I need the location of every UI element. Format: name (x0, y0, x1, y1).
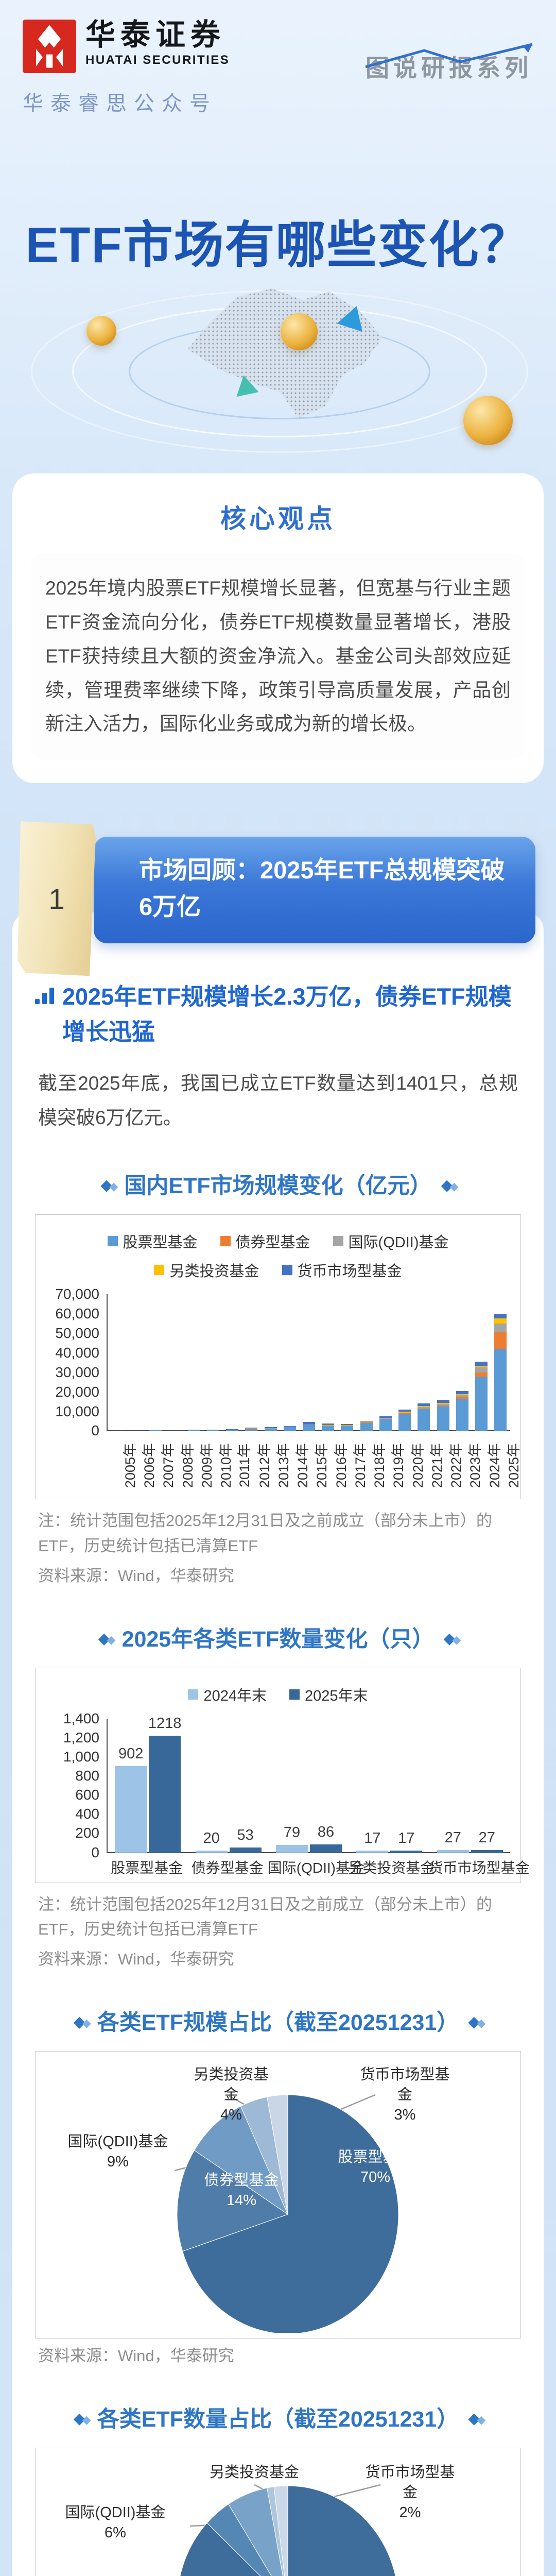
legend-item: 2025年末 (289, 1684, 368, 1705)
chart-title: ◆◆ 各类ETF规模占比（截至20251231） ◆◆ (73, 2010, 485, 2035)
brand: 华泰证券 HUATAI SECURITIES (23, 18, 533, 73)
brand-name-en: HUATAI SECURITIES (85, 53, 230, 67)
section-title-bar: 市场回顾：2025年ETF总规模突破6万亿 (94, 837, 535, 944)
legend-item: 国际(QDII)基金 (333, 1230, 448, 1252)
gold-coin-icon (281, 313, 318, 350)
diamond-ornament-icon: ◆◆ (468, 2013, 485, 2030)
pie-label: 国际(QDII)基金 9% (67, 2133, 168, 2170)
pie-label: 股票型基金 70% (338, 2148, 413, 2185)
legend-swatch-icon (107, 1236, 118, 1247)
legend-swatch-icon (154, 1265, 165, 1276)
chart-source: 资料来源：Wind，华泰研究 (38, 1566, 234, 1585)
brand-name-cn: 华泰证券 (85, 18, 226, 52)
pie-label: 货币市场型基金 3% (360, 2066, 450, 2124)
legend-swatch-icon (282, 1265, 292, 1276)
header: 华泰证券 HUATAI SECURITIES 华泰睿思公众号 图说研报系列 (0, 0, 556, 143)
pie-label: 另类投资基金 4% (194, 2066, 269, 2124)
diamond-ornament-icon: ◆◆ (468, 2410, 485, 2427)
legend-swatch-icon (188, 1689, 199, 1700)
hero: ETF市场有哪些变化？ (0, 204, 556, 277)
core-viewpoint-card: 核心观点 2025年境内股票ETF规模增长显著，但宽基与行业主题ETF资金流向分… (12, 473, 544, 784)
legend-item: 2024年末 (188, 1684, 267, 1705)
page-title: ETF市场有哪些变化？ (25, 217, 531, 273)
core-viewpoint-body: 2025年境内股票ETF规模增长显著，但宽基与行业主题ETF资金流向分化，债券E… (31, 553, 525, 760)
huatai-logo-icon (23, 20, 76, 73)
pie-label: 另类投资基金 (209, 2464, 299, 2481)
chart-source: 资料来源：Wind，华泰研究 (38, 1950, 234, 1968)
diamond-ornament-icon: ◆◆ (441, 1177, 459, 1194)
hero-illustration (0, 285, 556, 455)
section-1-banner: 1 市场回顾：2025年ETF总规模突破6万亿 (18, 821, 535, 976)
legend-item: 债券型基金 (220, 1230, 310, 1252)
diamond-ornament-icon: ◆◆ (73, 2013, 91, 2030)
gold-coin-icon (86, 316, 116, 346)
core-viewpoint-heading: 核心观点 (220, 504, 336, 533)
diamond-ornament-icon: ◆◆ (100, 1177, 118, 1194)
chart-note: 注：统计范围包括2025年12月31日及之前成立（部分未上市）的ETF，历史统计… (38, 1512, 492, 1555)
chart-note: 注：统计范围包括2025年12月31日及之前成立（部分未上市）的ETF，历史统计… (38, 1895, 492, 1938)
chart-title: ◆◆ 2025年各类ETF数量变化（只） ◆◆ (98, 1626, 461, 1652)
chart-source: 资料来源：Wind，华泰研究 (38, 2346, 234, 2365)
pie-label: 国际(QDII)基金 6% (65, 2504, 166, 2541)
pie-chart-scale-share: 另类投资基金 4% 货币市场型基金 3% 国际(QDII)基金 9% 债券型基金 14%… (46, 2065, 530, 2334)
wechat-account-label: 华泰睿思公众号 (23, 92, 217, 115)
chart-frame: 2024年末 2025年末 0 200 400 600 800 1,000 1,200 1,400… (35, 1667, 530, 1883)
section-1-content: 2025年ETF规模增长2.3万亿，债券ETF规模增长迅猛 截至2025年底，我… (12, 912, 544, 2576)
subheading-text: 2025年ETF规模增长2.3万亿，债券ETF规模增长迅猛 (62, 984, 512, 1045)
legend-swatch-icon (333, 1236, 343, 1247)
legend-swatch-icon (220, 1236, 231, 1247)
section-title: 市场回顾：2025年ETF总规模突破6万亿 (139, 856, 505, 920)
chart-title: ◆◆ 国内ETF市场规模变化（亿元） ◆◆ (100, 1174, 459, 1199)
bar-chart-icon (35, 987, 54, 1005)
grouped-bar-chart-etf-count: 2024年末 2025年末 0 200 400 600 800 1,000 1,200 1,400… (46, 1684, 530, 1877)
subheading-etf-growth: 2025年ETF规模增长2.3万亿，债券ETF规模增长迅猛 (35, 979, 521, 1049)
stacked-column-chart-etf-scale: 股票型基金 债券型基金 国际(QDII)基金 另类投资基金 货币市场型基金 0 10,000… (46, 1230, 521, 1494)
chart-frame: 另类投资基金 4% 货币市场型基金 3% 国际(QDII)基金 9% 债券型基金 14%… (35, 2050, 521, 2338)
gold-coin-icon (463, 396, 513, 445)
section-number-ribbon: 1 (18, 821, 96, 976)
paragraph: 截至2025年底，我国已成立ETF数量达到1401只，总规模突破6万亿元。 (38, 1073, 518, 1128)
legend-swatch-icon (289, 1689, 300, 1700)
pie-label: 债券型基金 14% (204, 2172, 279, 2209)
series-badge: 图说研报系列 (365, 43, 533, 83)
diamond-ornament-icon: ◆◆ (73, 2410, 91, 2427)
chart-frame: 股票型基金 债券型基金 国际(QDII)基金 另类投资基金 货币市场型基金 0 10,000… (35, 1214, 522, 1500)
legend-item: 股票型基金 (107, 1230, 198, 1252)
trendline-icon (365, 43, 533, 69)
diamond-ornament-icon: ◆◆ (443, 1630, 461, 1647)
legend-item: 货币市场型基金 (282, 1259, 402, 1281)
pie-label: 货币市场型基金 2% (365, 2464, 455, 2521)
chart-title: ◆◆ 各类ETF数量占比（截至20251231） ◆◆ (73, 2406, 485, 2432)
ellipse-ring-decoration (31, 290, 528, 453)
legend-item: 另类投资基金 (154, 1259, 259, 1281)
diamond-ornament-icon: ◆◆ (98, 1630, 116, 1647)
